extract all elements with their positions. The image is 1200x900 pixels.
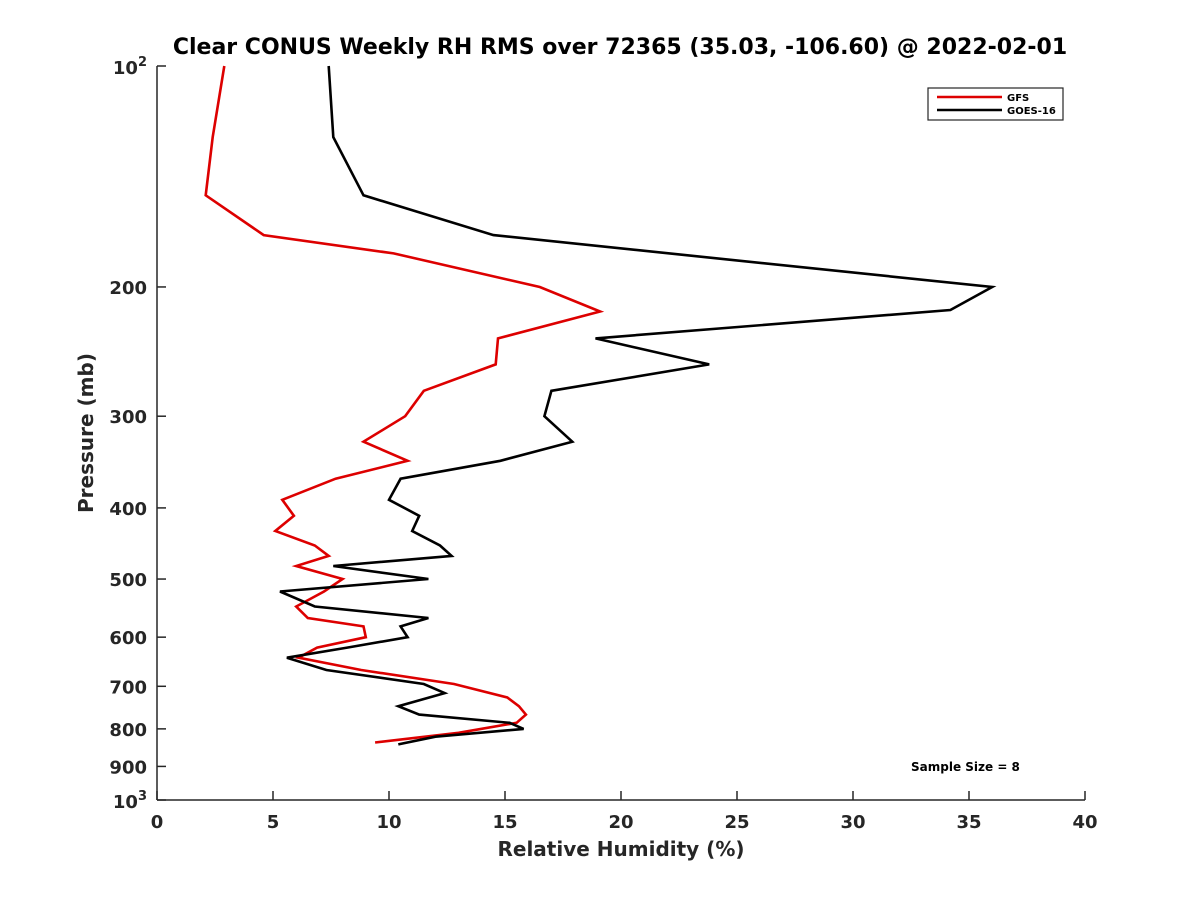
y-tick-label: 700 xyxy=(109,677,147,698)
legend-entry-goes16: GOES-16 xyxy=(1007,106,1056,117)
y-tick-label: 900 xyxy=(109,757,147,778)
x-tick-label: 15 xyxy=(492,812,517,833)
x-tick-label: 30 xyxy=(840,812,865,833)
x-tick-label: 35 xyxy=(956,812,981,833)
sample-size-annotation: Sample Size = 8 xyxy=(911,760,1020,774)
series-gfs-line xyxy=(204,65,605,744)
y-tick-label: 400 xyxy=(109,499,147,520)
y-tick-label: 200 xyxy=(109,278,147,299)
y-tick-label: 103 xyxy=(113,789,147,813)
x-tick-label: 20 xyxy=(608,812,633,833)
x-tick-label: 25 xyxy=(724,812,749,833)
series-layer xyxy=(204,65,997,746)
y-tick-label: 300 xyxy=(109,407,147,428)
legend-box xyxy=(927,87,1064,121)
x-ticks: 0 5 10 15 20 25 30 35 40 xyxy=(151,791,1098,833)
x-tick-label: 0 xyxy=(151,812,164,833)
legend-entry-gfs: GFS xyxy=(1007,93,1029,104)
series-goes16-line xyxy=(279,65,997,746)
chart-title: Clear CONUS Weekly RH RMS over 72365 (35… xyxy=(173,35,1067,60)
x-tick-label: 10 xyxy=(376,812,401,833)
x-axis-label: Relative Humidity (%) xyxy=(497,837,744,861)
y-tick-label: 500 xyxy=(109,570,147,591)
x-tick-label: 40 xyxy=(1072,812,1097,833)
y-tick-label: 102 xyxy=(113,55,147,79)
legend: GFS GOES-16 xyxy=(927,87,1064,121)
y-tick-label: 800 xyxy=(109,720,147,741)
y-tick-label: 600 xyxy=(109,628,147,649)
y-ticks: 102 200 300 400 500 600 700 800 900 103 xyxy=(109,55,166,813)
y-axis-label: Pressure (mb) xyxy=(74,353,98,513)
plot-frame xyxy=(156,66,1085,801)
x-tick-label: 5 xyxy=(267,812,280,833)
